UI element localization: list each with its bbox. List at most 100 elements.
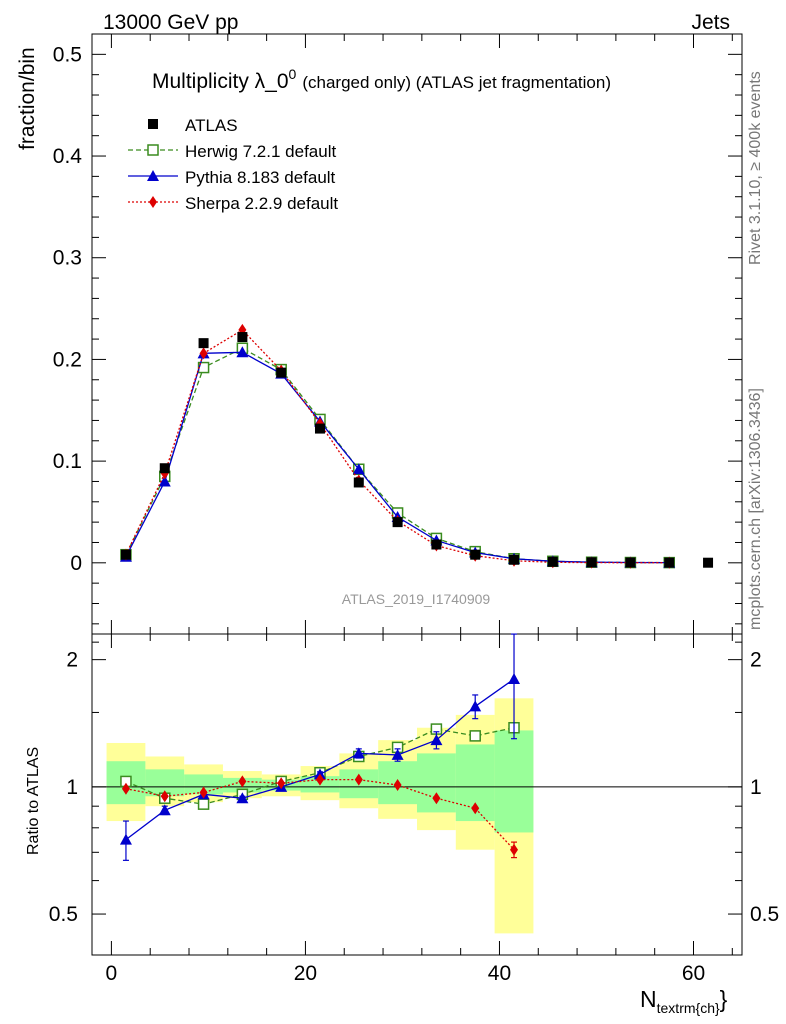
data-point: [664, 557, 675, 568]
y-tick-label-right: 1: [750, 776, 762, 799]
main-title: Multiplicity λ_00 (charged only) (ATLAS j…: [152, 66, 611, 93]
ratio-point: [432, 792, 441, 805]
ratio-point: [430, 734, 443, 746]
ratio-panel: 0.5 0.5 1 1 2 2 0 20 40 60 Ratio to ATLAS Ntextr…: [25, 633, 779, 1016]
data-point: [470, 549, 481, 560]
series-1: [120, 342, 675, 569]
ratio-point: [236, 792, 249, 804]
main-title-superscript: 0: [289, 66, 297, 82]
x-tick-label: 60: [682, 962, 705, 985]
x-axis-label-main: N: [640, 986, 657, 1012]
legend-marker: [148, 119, 158, 129]
y-tick-label-right: 0.5: [750, 903, 779, 926]
ratio-point: [238, 775, 247, 788]
data-point: [509, 554, 520, 565]
data-point: [159, 463, 170, 474]
data-point: [199, 347, 208, 360]
series-0: [120, 332, 714, 568]
legend-entry: ATLAS: [148, 116, 238, 135]
y-tick-label: 0: [70, 552, 82, 575]
ratio-point: [471, 802, 480, 815]
data-point: [703, 557, 714, 568]
data-point: [198, 338, 209, 349]
data-point: [237, 332, 248, 343]
legend-label: ATLAS: [185, 116, 238, 135]
x-tick-label: 40: [488, 962, 511, 985]
x-axis-label-subscript: textrm{ch}: [657, 1000, 720, 1016]
ratio-y-axis-label: Ratio to ATLAS: [25, 747, 42, 855]
main-x-axis: [110, 34, 733, 634]
series-3: [121, 323, 674, 569]
ratio-point: [469, 700, 482, 712]
data-point: [431, 539, 442, 550]
ratio-frame-border: [91, 633, 743, 956]
x-tick-label: 20: [294, 962, 317, 985]
ratio-x-axis: 0 20 40 60: [106, 634, 733, 985]
series-line: [125, 347, 670, 564]
band-inner: [494, 730, 534, 833]
legend-marker: [147, 144, 159, 156]
ratio-point: [469, 730, 481, 742]
data-point: [276, 367, 287, 378]
ratio-point: [391, 748, 404, 760]
data-point: [314, 423, 325, 434]
rivet-version-label: Rivet 3.1.10, ≥ 400k events: [747, 71, 764, 265]
legend-label: Sherpa 2.2.9 default: [185, 194, 338, 213]
ratio-point: [354, 773, 363, 786]
y-tick-label: 0.3: [53, 247, 82, 270]
ratio-point: [352, 747, 365, 759]
header-right-label: Jets: [691, 11, 730, 34]
data-point: [352, 463, 365, 475]
y-tick-label: 0.5: [49, 903, 78, 926]
header-left-label: 13000 GeV pp: [103, 11, 238, 34]
ratio-bands: [92, 698, 742, 934]
legend-label: Pythia 8.183 default: [185, 168, 336, 187]
ratio-point: [158, 804, 171, 816]
ratio-point: [508, 672, 521, 684]
main-data: [119, 323, 714, 569]
y-tick-label: 0.4: [53, 145, 83, 168]
ratio-point: [393, 779, 402, 792]
legend-label: Herwig 7.2.1 default: [185, 142, 336, 161]
ratio-data: [119, 633, 521, 861]
ratio-point: [197, 798, 210, 810]
ratio-point: [199, 786, 208, 799]
main-title-suffix: (charged only) (ATLAS jet fragmentation): [302, 73, 611, 92]
ratio-series-2: [121, 773, 519, 859]
ratio-point: [121, 782, 130, 795]
data-point: [625, 557, 636, 568]
legend-marker: [147, 170, 159, 181]
ratio-x-axis-label: Ntextrm{ch}}: [640, 986, 728, 1016]
y-tick-label: 0.5: [53, 43, 82, 66]
ratio-point: [119, 833, 132, 845]
ratio-point: [510, 843, 519, 856]
main-title-text: Multiplicity λ_0: [152, 70, 289, 93]
y-tick-label: 2: [66, 649, 78, 672]
legend-entry: Sherpa 2.2.9 default: [128, 194, 338, 213]
main-y-axis-label: fraction/bin: [16, 47, 39, 150]
data-point: [236, 346, 249, 358]
main-y-axis: 0 0.1 0.2 0.3 0.4 0.5: [53, 43, 742, 625]
series-2: [119, 346, 676, 568]
y-tick-label-right: 2: [750, 649, 762, 672]
x-axis-label-closing-brace: }: [720, 986, 728, 1012]
x-tick-label: 0: [106, 962, 118, 985]
legend: ATLAS Herwig 7.2.1 default Pythia 8.183 de…: [128, 116, 338, 213]
data-point: [120, 549, 131, 560]
data-point: [353, 477, 364, 488]
ratio-frame: [91, 633, 743, 956]
y-tick-label: 0.2: [53, 348, 82, 371]
y-tick-label: 0.1: [53, 450, 82, 473]
ratio-point: [277, 777, 286, 790]
legend-entry: Pythia 8.183 default: [128, 168, 336, 187]
y-tick-label: 1: [66, 776, 78, 799]
data-point: [547, 556, 558, 567]
series-line: [125, 351, 670, 564]
ratio-point: [160, 790, 169, 803]
mcplots-label: mcplots.cern.ch [arXiv:1306.3436]: [747, 388, 764, 630]
legend-marker: [149, 196, 157, 208]
analysis-watermark: ATLAS_2019_I1740909: [342, 591, 491, 607]
legend-entry: Herwig 7.2.1 default: [128, 142, 336, 161]
ratio-point: [315, 773, 324, 786]
